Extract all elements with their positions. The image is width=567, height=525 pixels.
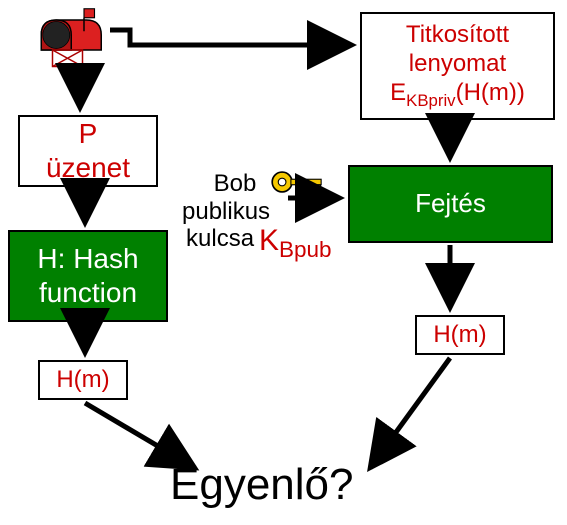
arrow-hmleft-equal (85, 403, 195, 468)
arrows-layer (0, 0, 567, 525)
arrow-hmright-equal (370, 358, 450, 468)
arrow-mailbox-encrypted (110, 30, 352, 45)
